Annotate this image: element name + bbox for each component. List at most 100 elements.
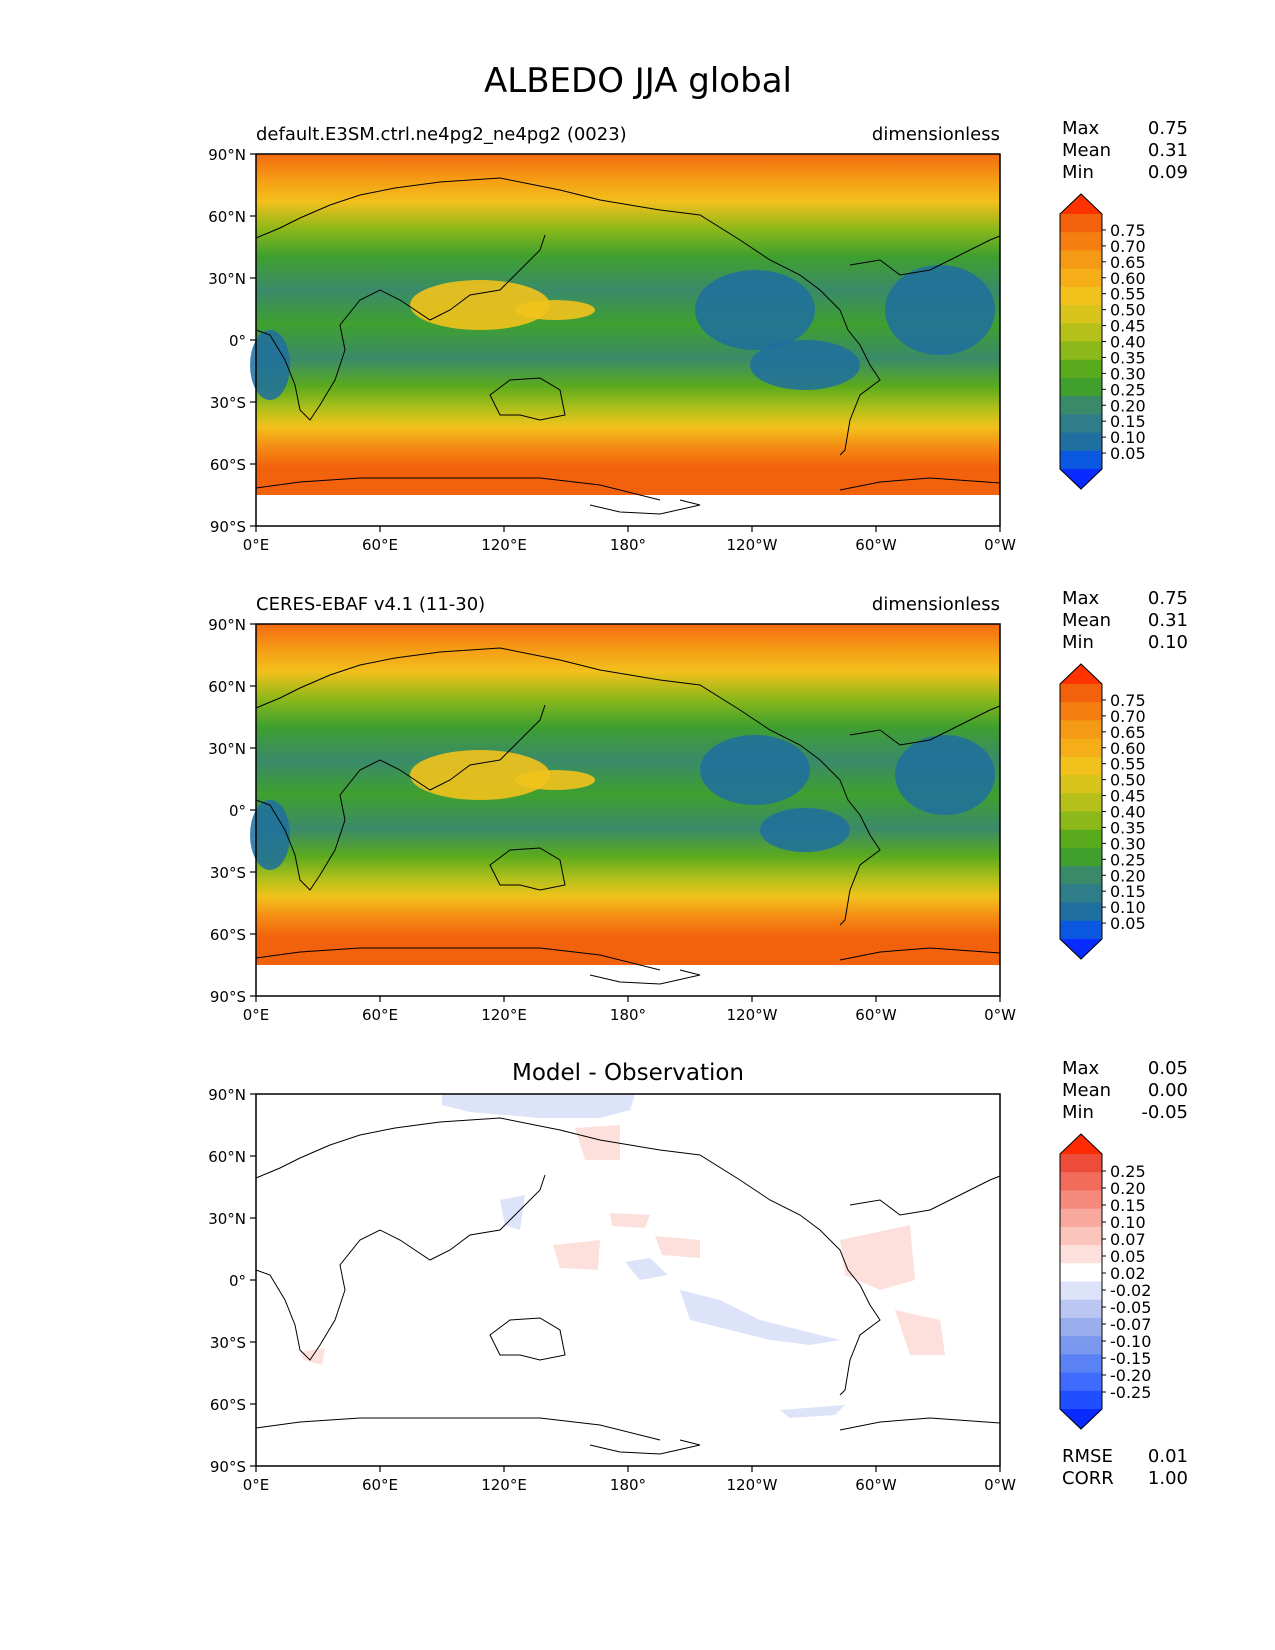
colorbar-outline [1059,1133,1103,1430]
stat-label: Min [1062,162,1094,183]
colorbar-segment [1060,829,1102,849]
panel-right-title: dimensionless [872,124,1000,145]
panel-left-title: default.E3SM.ctrl.ne4pg2_ne4pg2 (0023) [256,124,627,145]
lon-tick-label: 120°E [481,536,527,554]
colorbar-segment [1060,286,1102,306]
colorbar-segment [1060,1354,1102,1374]
lon-tick-label: 60°W [855,536,897,554]
negative-difference-region [625,1258,668,1280]
colorbar-segment [1060,720,1102,740]
panel-test: default.E3SM.ctrl.ne4pg2_ne4pg2 (0023) d… [250,124,1001,527]
colorbar-segment [1060,232,1102,251]
negative-difference-region [442,1094,635,1118]
lon-tick-label: 60°W [855,1006,897,1024]
lon-tick-label: 60°E [362,536,398,554]
colorbar-segment [1060,323,1102,342]
colorbar-tick-label: 0.45 [1110,317,1146,336]
colorbar-tick-label: 0.40 [1110,333,1146,352]
stat-label: CORR [1062,1468,1114,1489]
lon-tick-label: 120°E [481,1476,527,1494]
colorbar: 0.250.200.150.100.070.050.02-0.02-0.05-0… [1059,1133,1151,1430]
no-data-antarctica [256,495,1000,526]
positive-difference-region [840,1225,915,1290]
lon-tick-label: 120°W [727,1006,778,1024]
lat-tick-label: 30°N [208,740,246,758]
colorbar-segment [1060,1190,1102,1210]
colorbar-segment [1060,305,1102,324]
colorbar-outline [1059,193,1103,490]
map-plot-area [250,154,1000,526]
colorbar-segment [1060,359,1102,379]
low-albedo-region [695,270,815,350]
colorbar-segment [1060,1263,1102,1282]
albedo-field [256,154,1000,495]
low-albedo-region [885,265,995,355]
stat-label: Max [1062,1058,1100,1079]
colorbar-tick-label: 0.10 [1110,898,1146,917]
colorbar-tick-label: 0.50 [1110,771,1146,790]
colorbar-tick-label: 0.55 [1110,755,1146,774]
colorbar-segment [1060,884,1102,904]
colorbar-tick-label: 0.65 [1110,723,1146,742]
stats-layer: Max 0.75 Mean 0.31 Min 0.09 Max 0.75 Mean 0.31 Min… [1062,118,1188,1489]
lon-tick-label: 60°W [855,1476,897,1494]
lat-tick-label: 60°N [208,1148,246,1166]
colorbar-tick-label: 0.55 [1110,285,1146,304]
lon-tick-label: 0°E [243,1476,270,1494]
stat-value: 0.01 [1148,1446,1188,1467]
stat-label: Min [1062,632,1094,653]
lat-tick-label: 30°S [210,394,246,412]
lon-tick-label: 0°E [243,536,270,554]
stat-label: Mean [1062,140,1111,161]
colorbar-tick-label: 0.05 [1110,444,1146,463]
positive-difference-region [610,1213,650,1228]
colorbar-segment [1060,902,1102,922]
lat-tick-label: 30°N [208,1210,246,1228]
colorbar-segment [1060,450,1102,470]
colorbar-segment [1060,738,1102,758]
lon-tick-label: 120°W [727,536,778,554]
colorbar-tick-label: 0.40 [1110,803,1146,822]
stat-value: 0.10 [1148,632,1188,653]
lat-tick-label: 60°S [210,1396,246,1414]
colorbar-segment [1060,1299,1102,1319]
colorbar-tick-label: 0.75 [1110,691,1146,710]
colorbar-tick-label: 0.02 [1110,1264,1146,1283]
colorbar-segment [1060,268,1102,288]
colorbar-tick-label: 0.25 [1110,380,1146,399]
lon-tick-label: 180° [610,1476,646,1494]
colorbar-tick-label: 0.45 [1110,787,1146,806]
lon-tick-label: 120°W [727,1476,778,1494]
lat-tick-label: 60°N [208,208,246,226]
low-albedo-region [700,735,810,805]
colorbar-tick-label: 0.05 [1110,914,1146,933]
lon-tick-label: 180° [610,1006,646,1024]
low-albedo-region [250,330,290,400]
stat-value: 0.31 [1148,140,1188,161]
lat-tick-label: 0° [229,1272,246,1290]
stat-label: RMSE [1062,1446,1113,1467]
colorbar-segment [1060,1390,1102,1410]
stat-value: 0.09 [1148,162,1188,183]
colorbar-segment [1060,1245,1102,1264]
low-albedo-region [750,340,860,390]
stat-label: Mean [1062,1080,1111,1101]
colorbar-tick-label: 0.70 [1110,707,1146,726]
colorbar-tick-label: 0.50 [1110,301,1146,320]
positive-difference-region [575,1125,620,1160]
colorbar-segment [1060,756,1102,776]
colorbar-extend-min [1060,1409,1102,1429]
no-data-antarctica [256,965,1000,996]
colorbar-outline [1059,663,1103,960]
colorbar-tick-label: 0.60 [1110,739,1146,758]
panel-center-title: Model - Observation [512,1060,744,1086]
colorbar-segment [1060,1317,1102,1337]
panel-left-title: CERES-EBAF v4.1 (11-30) [256,594,485,615]
stat-value: 0.75 [1148,588,1188,609]
colorbar-segment [1060,1372,1102,1392]
coastlines [255,1117,1001,1455]
colorbar-segment [1060,432,1102,452]
colorbar-tick-label: 0.30 [1110,834,1146,853]
colorbar-segment [1060,377,1102,397]
colorbar-segment [1060,793,1102,812]
